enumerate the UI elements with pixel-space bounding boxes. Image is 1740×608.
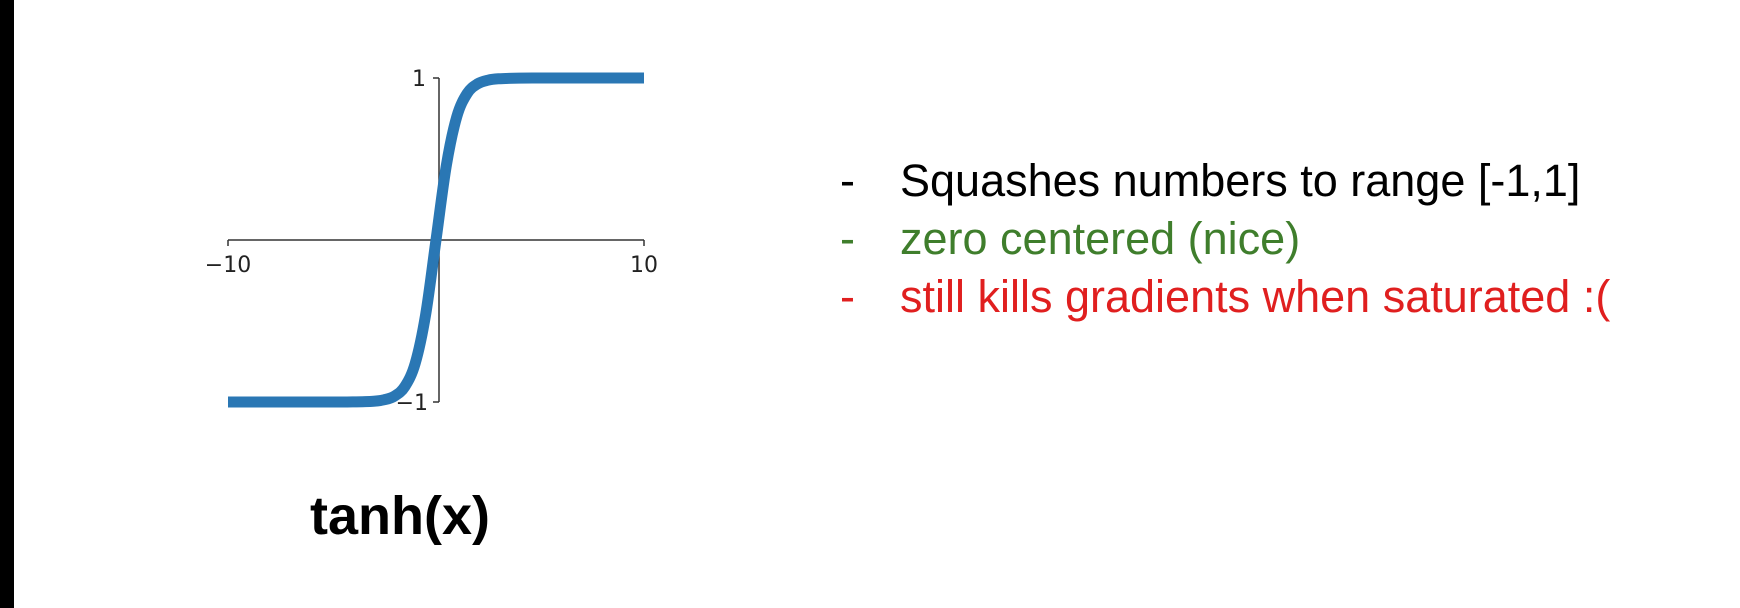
x-tick-label-max: 10 xyxy=(630,253,658,278)
bullet-item-zero-centered: - zero centered (nice) xyxy=(840,210,1610,268)
bullet-text: still kills gradients when saturated :( xyxy=(900,271,1611,322)
slide-background xyxy=(14,0,1740,608)
function-title: tanh(x) xyxy=(310,486,490,546)
bullet-item-range: - Squashes numbers to range [-1,1] xyxy=(840,152,1610,210)
left-edge-bar xyxy=(0,0,14,608)
x-tick-label-min: −10 xyxy=(205,253,251,278)
bullet-text: zero centered (nice) xyxy=(900,213,1301,264)
bullet-text: Squashes numbers to range [-1,1] xyxy=(900,155,1581,206)
tanh-curve-series xyxy=(228,72,644,408)
y-tick-label-max: 1 xyxy=(412,67,426,92)
bullet-dash: - xyxy=(840,155,855,206)
y-tick-label-min: −1 xyxy=(396,391,428,416)
bullet-dash: - xyxy=(840,271,855,322)
bullet-dash: - xyxy=(840,213,855,264)
bullet-list: - Squashes numbers to range [-1,1] - zer… xyxy=(840,152,1610,326)
bullet-item-kills-gradients: - still kills gradients when saturated :… xyxy=(840,268,1610,326)
